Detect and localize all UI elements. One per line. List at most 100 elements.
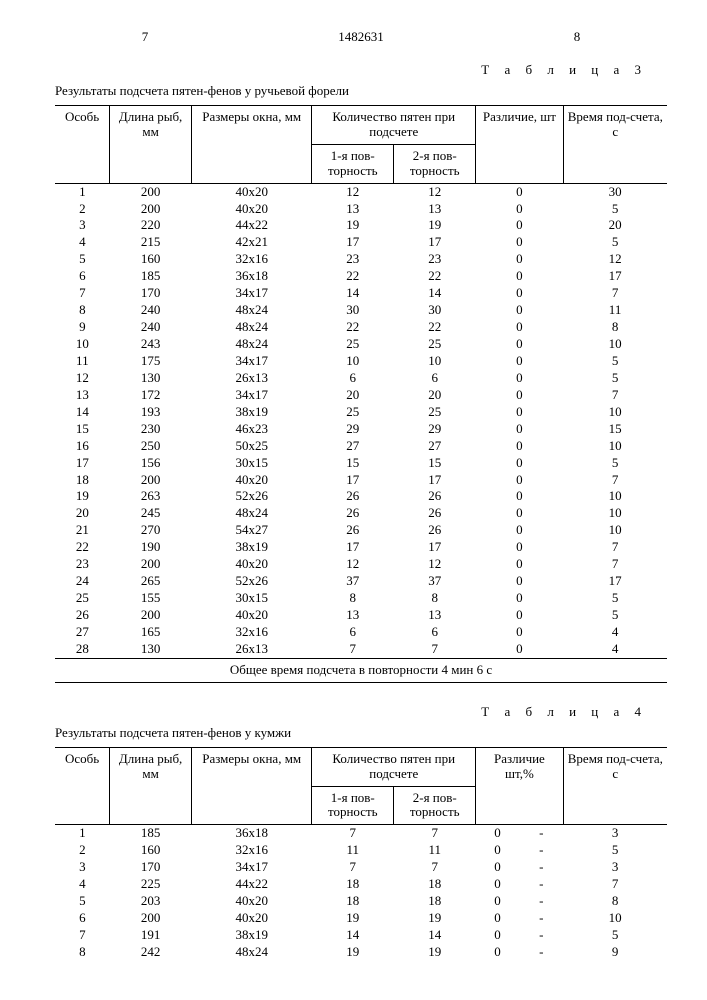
cell-osob: 12 (55, 370, 110, 387)
cell-osob: 18 (55, 472, 110, 489)
cell-dlina: 185 (110, 825, 192, 842)
cell-p2: 26 (394, 522, 476, 539)
cell-osob: 22 (55, 539, 110, 556)
cell-vrem: 5 (563, 455, 667, 472)
table-row: 1419338х192525010 (55, 404, 667, 421)
cell-p2: 26 (394, 488, 476, 505)
cell-razl: 0 (476, 522, 563, 539)
cell-razl: 0 (476, 438, 563, 455)
cell-p2: 10 (394, 353, 476, 370)
cell-p2: 27 (394, 438, 476, 455)
cell-dlina: 200 (110, 556, 192, 573)
table-row: 2716532х166604 (55, 624, 667, 641)
cell-p2: 6 (394, 370, 476, 387)
cell-p2: 11 (394, 842, 476, 859)
table-row: 2620040х20131305 (55, 607, 667, 624)
th4-okno: Размеры окна, мм (192, 747, 312, 825)
cell-p2: 19 (394, 217, 476, 234)
cell-razl: 0 (476, 590, 563, 607)
cell-p1: 26 (312, 522, 394, 539)
table-row: 2127054х272626010 (55, 522, 667, 539)
cell-osob: 3 (55, 217, 110, 234)
cell-osob: 8 (55, 302, 110, 319)
cell-dlina: 243 (110, 336, 192, 353)
cell-dlina: 200 (110, 184, 192, 201)
page-header: 7 1482631 8 (55, 30, 667, 45)
cell-p2: 12 (394, 556, 476, 573)
table-row: 118536х18770-3 (55, 825, 667, 842)
cell-p1: 6 (312, 624, 394, 641)
cell-razl-p: - (519, 927, 563, 944)
cell-p1: 19 (312, 944, 394, 961)
cell-p1: 11 (312, 842, 394, 859)
cell-p2: 29 (394, 421, 476, 438)
cell-razl: 0 (476, 641, 563, 658)
cell-razl: 0 (476, 234, 563, 251)
cell-p2: 30 (394, 302, 476, 319)
cell-razl-n: 0 (476, 927, 520, 944)
cell-vrem: 12 (563, 251, 667, 268)
table-row: 924048х24222208 (55, 319, 667, 336)
cell-dlina: 203 (110, 893, 192, 910)
th-razl: Различие, шт (476, 105, 563, 183)
table3-caption: Результаты подсчета пятен-фенов у ручьев… (55, 84, 667, 99)
cell-vrem: 7 (563, 285, 667, 302)
cell-dlina: 190 (110, 539, 192, 556)
table-row: 2813026х137704 (55, 641, 667, 658)
cell-razl-n: 0 (476, 825, 520, 842)
table-row: 1317234х17202007 (55, 387, 667, 404)
cell-osob: 15 (55, 421, 110, 438)
cell-p1: 8 (312, 590, 394, 607)
cell-p2: 8 (394, 590, 476, 607)
cell-p1: 18 (312, 893, 394, 910)
cell-razl: 0 (476, 387, 563, 404)
cell-vrem: 10 (563, 522, 667, 539)
cell-razl-n: 0 (476, 893, 520, 910)
th-osob: Особь (55, 105, 110, 183)
cell-okno: 52х26 (192, 573, 312, 590)
table-row: 120040х201212030 (55, 184, 667, 201)
table-row: 620040х2019190-10 (55, 910, 667, 927)
table-row: 2320040х20121207 (55, 556, 667, 573)
cell-p1: 17 (312, 472, 394, 489)
table-row: 2515530х158805 (55, 590, 667, 607)
cell-dlina: 263 (110, 488, 192, 505)
cell-osob: 10 (55, 336, 110, 353)
table-row: 2024548х242626010 (55, 505, 667, 522)
cell-okno: 42х21 (192, 234, 312, 251)
table-row: 824248х2419190-9 (55, 944, 667, 961)
cell-p1: 25 (312, 336, 394, 353)
cell-vrem: 5 (563, 927, 667, 944)
cell-okno: 40х20 (192, 201, 312, 218)
table-row: 421542х21171705 (55, 234, 667, 251)
cell-okno: 34х17 (192, 353, 312, 370)
cell-osob: 1 (55, 184, 110, 201)
cell-p1: 13 (312, 201, 394, 218)
cell-p2: 23 (394, 251, 476, 268)
th4-osob: Особь (55, 747, 110, 825)
cell-dlina: 175 (110, 353, 192, 370)
cell-razl-n: 0 (476, 910, 520, 927)
th-okno: Размеры окна, мм (192, 105, 312, 183)
cell-p1: 37 (312, 573, 394, 590)
cell-okno: 44х22 (192, 217, 312, 234)
cell-vrem: 9 (563, 944, 667, 961)
cell-dlina: 172 (110, 387, 192, 404)
cell-p1: 7 (312, 825, 394, 842)
cell-dlina: 130 (110, 641, 192, 658)
cell-vrem: 4 (563, 641, 667, 658)
cell-p2: 17 (394, 234, 476, 251)
cell-osob: 1 (55, 825, 110, 842)
cell-razl-p: - (519, 910, 563, 927)
cell-razl: 0 (476, 505, 563, 522)
cell-osob: 6 (55, 268, 110, 285)
cell-razl: 0 (476, 421, 563, 438)
cell-p2: 26 (394, 505, 476, 522)
th-p1: 1-я пов-торность (312, 144, 394, 183)
table-row: 216032х1611110-5 (55, 842, 667, 859)
cell-razl: 0 (476, 607, 563, 624)
cell-p2: 19 (394, 944, 476, 961)
cell-razl: 0 (476, 573, 563, 590)
table-row: 1820040х20171707 (55, 472, 667, 489)
cell-p2: 25 (394, 404, 476, 421)
